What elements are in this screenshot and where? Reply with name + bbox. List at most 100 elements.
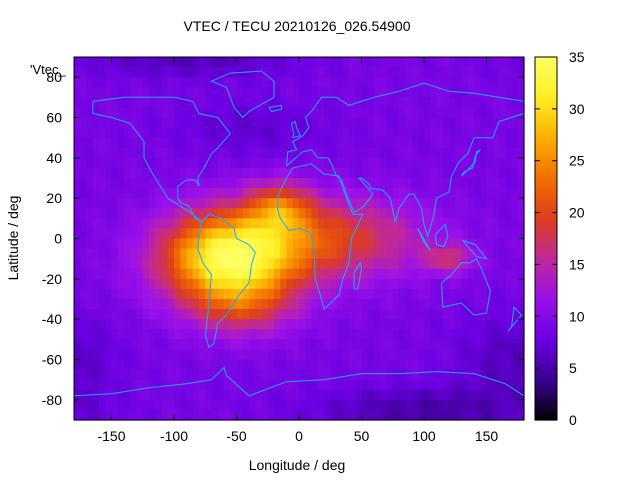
heatmap-cell xyxy=(242,238,250,250)
heatmap-cell xyxy=(392,157,400,169)
heatmap-cell xyxy=(186,178,194,189)
heatmap-cell xyxy=(155,379,163,391)
heatmap-cell xyxy=(174,309,181,320)
heatmap-cell xyxy=(111,359,119,371)
heatmap-cell xyxy=(92,369,100,381)
heatmap-cell xyxy=(380,87,388,98)
heatmap-cell xyxy=(424,157,431,169)
heatmap-cell xyxy=(424,67,431,78)
heatmap-cell xyxy=(274,107,281,119)
heatmap-cell xyxy=(474,107,481,119)
heatmap-cell xyxy=(517,107,525,119)
heatmap-cell xyxy=(424,399,431,411)
heatmap-cell xyxy=(130,329,138,340)
heatmap-cell xyxy=(380,157,388,169)
heatmap-cell xyxy=(517,188,525,199)
heatmap-cell xyxy=(436,67,444,78)
heatmap-cell xyxy=(80,319,88,330)
heatmap-cell xyxy=(499,228,506,240)
heatmap-cell xyxy=(474,399,481,411)
heatmap-cell xyxy=(486,157,494,169)
heatmap-cell xyxy=(330,198,338,209)
heatmap-cell xyxy=(255,379,263,391)
heatmap-cell xyxy=(361,329,369,340)
coastline-north-america xyxy=(92,96,231,223)
heatmap-cell xyxy=(205,389,213,401)
heatmap-cell xyxy=(424,77,431,88)
heatmap-cell xyxy=(236,107,244,119)
heatmap-cell xyxy=(205,278,213,290)
heatmap-cell xyxy=(124,339,131,351)
heatmap-cell xyxy=(436,218,444,230)
heatmap-cell xyxy=(392,178,400,189)
heatmap-cell xyxy=(486,268,494,280)
heatmap-cell xyxy=(80,349,88,361)
heatmap-cell xyxy=(305,359,313,371)
heatmap-cell xyxy=(242,409,250,421)
heatmap-cell xyxy=(267,157,275,169)
heatmap-cell xyxy=(380,228,388,240)
heatmap-cell xyxy=(430,167,438,179)
heatmap-cell xyxy=(380,208,388,219)
heatmap-cell xyxy=(430,238,438,250)
heatmap-cell xyxy=(149,399,156,411)
colorbar-segment xyxy=(535,253,557,258)
heatmap-cell xyxy=(292,238,300,250)
heatmap-cell xyxy=(480,228,488,240)
heatmap-cell xyxy=(386,77,394,88)
coastline-antarctica xyxy=(74,366,524,397)
heatmap-cell xyxy=(186,299,194,310)
heatmap-cell xyxy=(130,107,138,119)
heatmap-cell xyxy=(242,268,250,280)
heatmap-cell xyxy=(186,87,194,98)
heatmap-cell xyxy=(424,178,431,189)
heatmap-cell xyxy=(324,399,331,411)
heatmap-cell xyxy=(349,157,356,169)
heatmap-cell xyxy=(211,309,219,320)
heatmap-cell xyxy=(311,329,319,340)
heatmap-cell xyxy=(249,349,256,361)
heatmap-cell xyxy=(174,268,181,280)
heatmap-cell xyxy=(505,349,513,361)
heatmap-cell xyxy=(249,409,256,421)
heatmap-cell xyxy=(186,399,194,411)
heatmap-cell xyxy=(430,157,438,169)
heatmap-cell xyxy=(286,369,294,381)
heatmap-cell xyxy=(224,258,231,270)
heatmap-cell xyxy=(117,97,125,109)
heatmap-cell xyxy=(136,188,144,199)
heatmap-cell xyxy=(155,97,163,109)
heatmap-cell xyxy=(442,278,450,290)
heatmap-cell xyxy=(92,258,100,270)
heatmap-cell xyxy=(136,167,144,179)
heatmap-cell xyxy=(86,288,94,300)
heatmap-cell xyxy=(336,379,344,391)
heatmap-cell xyxy=(317,188,325,199)
heatmap-cell xyxy=(505,379,513,391)
heatmap-cell xyxy=(355,299,363,310)
colorbar-segment xyxy=(535,274,557,279)
heatmap-cell xyxy=(274,147,281,159)
heatmap-cell xyxy=(205,369,213,381)
heatmap-cell xyxy=(86,349,94,361)
heatmap-cell xyxy=(111,117,119,129)
heatmap-cell xyxy=(249,399,256,411)
heatmap-cell xyxy=(167,248,175,260)
heatmap-cell xyxy=(167,87,175,98)
heatmap-cell xyxy=(486,167,494,179)
heatmap-cell xyxy=(467,218,475,230)
heatmap-cell xyxy=(361,87,369,98)
heatmap-cell xyxy=(149,178,156,189)
heatmap-cell xyxy=(224,178,231,189)
heatmap-cell xyxy=(517,77,525,88)
heatmap-cell xyxy=(292,288,300,300)
heatmap-cell xyxy=(355,399,363,411)
heatmap-cell xyxy=(167,299,175,310)
heatmap-cell xyxy=(192,349,200,361)
heatmap-cell xyxy=(99,147,106,159)
heatmap-cell xyxy=(249,278,256,290)
heatmap-cell xyxy=(480,218,488,230)
heatmap-cell xyxy=(467,268,475,280)
heatmap-cell xyxy=(305,147,313,159)
heatmap-cell xyxy=(286,278,294,290)
